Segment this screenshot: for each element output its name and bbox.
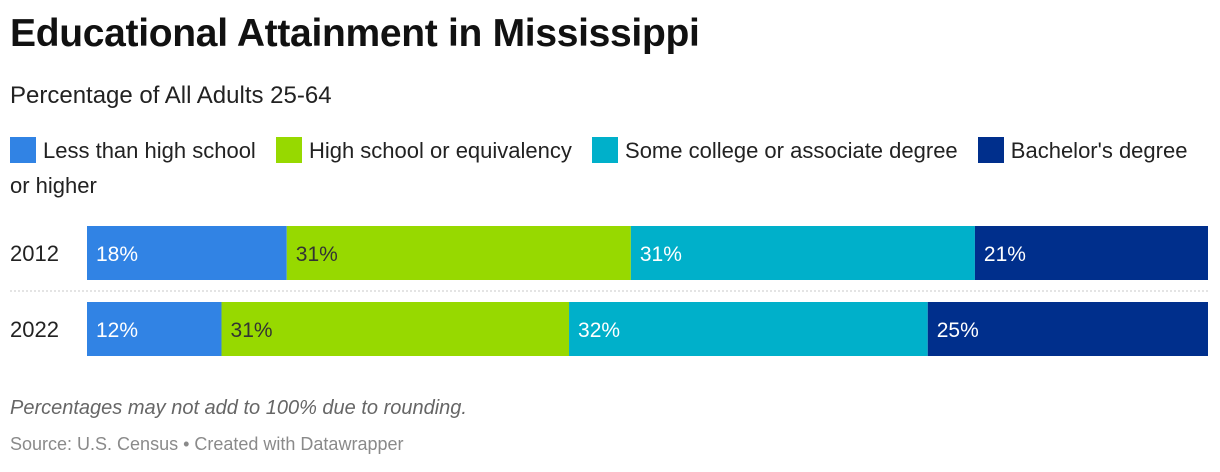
legend-item-bachelors: Bachelor's degree or higher [10, 137, 1188, 198]
data-label-high-school-or-equivalency-2012: 31% [296, 243, 338, 266]
bar-some-college-or-associate-degree-2022 [569, 302, 928, 356]
legend-label: Bachelor's degree or higher [10, 138, 1188, 198]
data-label-less-than-high-school-2012: 18% [96, 243, 138, 266]
bar-less-than-high-school-2012 [87, 226, 287, 280]
data-label-bachelor-s-degree-or-higher-2012: 21% [984, 243, 1026, 266]
data-label-some-college-or-associate-degree-2022: 32% [578, 319, 620, 342]
legend: Less than high school High school or equ… [10, 133, 1210, 203]
legend-swatch [10, 137, 36, 163]
data-label-less-than-high-school-2022: 12% [96, 319, 138, 342]
legend-swatch [592, 137, 619, 163]
legend-label: Less than high school [43, 138, 256, 163]
legend-swatch [275, 137, 302, 163]
legend-item-some-college: Some college or associate degree [592, 137, 958, 163]
category-label-2022: 2022 [10, 317, 59, 342]
data-label-high-school-or-equivalency-2022: 31% [231, 319, 273, 342]
chart-title: Educational Attainment in Mississippi [10, 12, 700, 55]
category-label-2012: 2012 [10, 241, 59, 266]
data-label-bachelor-s-degree-or-higher-2022: 25% [937, 319, 979, 342]
legend-label: Some college or associate degree [625, 138, 958, 163]
legend-label: High school or equivalency [308, 138, 572, 163]
bar-bachelor-s-degree-or-higher-2022 [927, 302, 1208, 356]
bar-some-college-or-associate-degree-2012 [630, 226, 975, 280]
legend-item-less-than-high-school: Less than high school [10, 137, 256, 163]
bar-less-than-high-school-2022 [87, 302, 222, 356]
legend-swatch [977, 137, 1004, 163]
data-label-some-college-or-associate-degree-2012: 31% [640, 243, 682, 266]
chart-subtitle: Percentage of All Adults 25-64 [10, 82, 332, 109]
bar-high-school-or-equivalency-2012 [286, 226, 631, 280]
bar-high-school-or-equivalency-2022 [221, 302, 570, 356]
legend-item-high-school: High school or equivalency [275, 137, 572, 163]
source-credit: Source: U.S. Census • Created with Dataw… [10, 434, 404, 454]
footnote: Percentages may not add to 100% due to r… [10, 397, 467, 419]
bar-bachelor-s-degree-or-higher-2012 [974, 226, 1208, 280]
